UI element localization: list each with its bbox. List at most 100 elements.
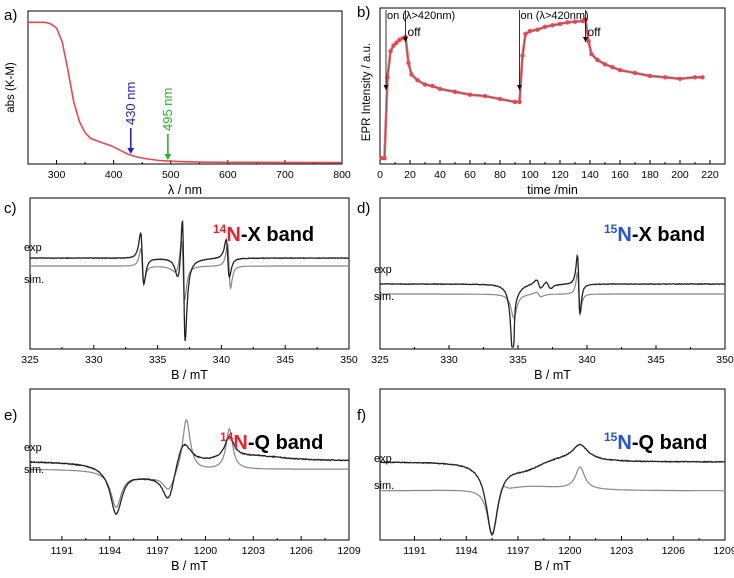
annotation-arrowhead [164,153,172,160]
simulated-spectrum-line [380,466,725,537]
x-tick-label: 1203 [242,545,266,557]
x-tick-label: 345 [647,354,665,366]
x-tick-label: 20 [404,169,416,181]
x-tick-label: 80 [494,169,506,181]
x-tick-label: 300 [48,169,66,181]
data-point [388,49,393,54]
y-axis-label: abs (K-M) [5,62,17,113]
data-point [437,86,443,92]
legend-exp-label: exp [24,242,42,254]
x-tick-label: 335 [149,354,167,366]
legend-sim-label: sim. [374,480,394,492]
data-point [662,75,668,80]
y-axis-label: EPR Intensity / a.u. [361,43,373,141]
panel-label: f) [357,407,366,424]
data-point [586,39,591,44]
plot-frame [379,388,726,541]
panel-label: a) [4,7,17,24]
x-tick-label: 400 [105,169,123,181]
light-off-label: off [408,25,422,39]
isotope-superscript: 15 [604,430,618,444]
x-tick-label: 40 [434,169,446,181]
data-point [520,53,525,58]
panel-title: 14N-X band [213,222,314,246]
data-point [535,27,540,32]
data-point [572,19,578,24]
x-tick-label: 800 [333,169,351,181]
legend-exp-label: exp [374,264,392,276]
x-tick-label: 325 [21,354,39,366]
x-axis-label: λ / nm [168,183,202,197]
annotation-label: 495 nm [160,88,175,131]
x-tick-label: 200 [671,169,689,181]
x-tick-label: 160 [611,169,629,181]
data-point [565,20,570,25]
data-point [557,21,563,27]
x-tick-label: 1200 [558,545,582,557]
panel-label: d) [357,200,370,217]
x-tick-label: 1209 [713,545,734,557]
switch-marker-arrowhead [403,37,408,42]
light-on-label: on (λ>420nm) [521,10,589,22]
x-tick-label: 345 [276,354,294,366]
x-tick-label: 500 [162,169,180,181]
data-point [692,75,698,80]
legend-exp-label: exp [374,453,392,465]
x-tick-label: 350 [716,354,734,366]
data-point [482,93,488,99]
data-point [467,92,473,97]
data-point [617,67,623,73]
x-tick-label: 1197 [146,545,169,557]
x-axis-label: B / mT [171,559,208,573]
x-tick-label: 350 [340,354,358,366]
light-on-label: on (λ>420nm) [387,10,455,22]
data-point [512,99,518,105]
data-point [430,83,435,89]
x-tick-label: 1200 [194,545,218,557]
experimental-spectrum-line [29,219,350,341]
data-point [602,62,608,67]
data-point [700,75,705,80]
band-label: -Q band [632,432,708,454]
panel-title: 14N-Q band [220,430,323,454]
x-tick-label: 340 [578,354,596,366]
switch-marker-arrowhead [583,37,588,42]
x-tick-label: 330 [440,354,458,366]
legend-sim-label: sim. [24,464,44,476]
data-point [422,82,428,87]
x-tick-label: 1206 [289,545,313,557]
data-point [409,72,414,77]
data-point [415,78,420,83]
band-label: -X band [632,224,705,246]
plot-frame [379,197,726,350]
data-point [394,40,399,45]
x-tick-label: 60 [464,169,476,181]
legend-exp-label: exp [24,442,42,454]
x-tick-label: 100 [521,169,539,181]
x-tick-label: 335 [509,354,527,366]
data-point [497,96,503,102]
nucleus-label: N [617,432,631,454]
data-point [610,65,615,70]
data-point [527,28,533,34]
data-point [406,60,411,66]
epr-intensity-line [381,17,703,160]
legend-sim-label: sim. [374,291,394,303]
nucleus-label: N [226,224,240,246]
x-tick-label: 1203 [610,545,634,557]
annotation-arrowhead [127,148,135,155]
nucleus-label: N [617,224,631,246]
experimental-spectrum-line [379,443,726,536]
x-tick-label: 325 [371,354,389,366]
x-tick-label: 600 [219,169,237,181]
x-tick-label: 330 [85,354,103,366]
absorption-line [28,21,343,164]
data-point [632,70,638,76]
data-point [550,23,555,28]
x-tick-label: 1197 [507,545,530,557]
panel-label: c) [4,200,17,217]
band-label: -Q band [248,432,324,454]
x-tick-label: 180 [641,169,659,181]
epr-fit-line [381,19,703,159]
